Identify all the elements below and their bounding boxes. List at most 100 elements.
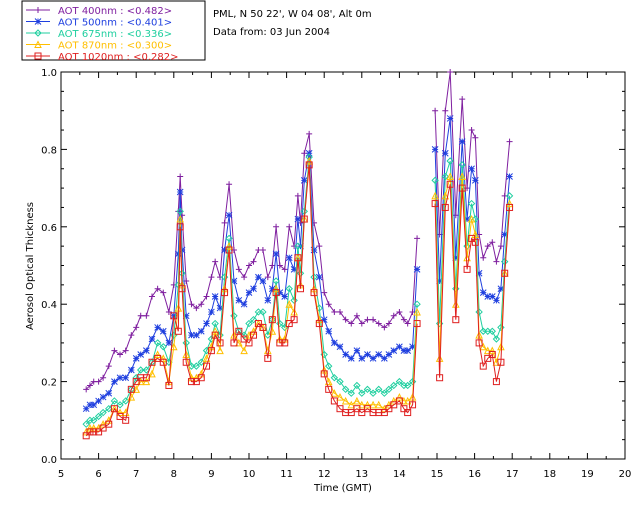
data-point — [471, 238, 479, 246]
data-point — [272, 277, 280, 285]
data-point — [330, 389, 339, 397]
data-point — [347, 409, 355, 417]
data-point — [122, 347, 129, 354]
data-point — [276, 262, 283, 269]
data-point — [396, 343, 403, 351]
x-tick-label: 9 — [208, 469, 214, 480]
plot-frame — [60, 71, 626, 460]
data-point — [483, 346, 492, 355]
data-point — [105, 420, 113, 428]
data-point — [188, 301, 195, 308]
data-point — [159, 327, 167, 335]
data-point — [281, 339, 289, 347]
y-tick-label: 0.4 — [41, 300, 57, 311]
data-point — [211, 293, 219, 300]
data-point — [259, 323, 267, 331]
data-point — [385, 385, 393, 394]
data-point — [353, 396, 361, 405]
data-point — [471, 230, 480, 239]
legend-item-5: AOT 1020nm : <0.282> — [26, 52, 178, 63]
legend: AOT 400nm : <0.482>AOT 500nm : <0.401>AO… — [26, 6, 178, 63]
data-point — [86, 401, 94, 409]
x-tick-label: 10 — [243, 469, 256, 480]
data-point — [348, 320, 355, 327]
data-point — [305, 156, 313, 165]
data-point — [95, 428, 103, 436]
legend-item-3: AOT 675nm : <0.336> — [26, 29, 172, 40]
data-point — [142, 374, 150, 382]
data-point — [395, 392, 404, 401]
data-point — [396, 308, 403, 315]
data-point — [116, 374, 124, 382]
data-point — [264, 296, 272, 304]
data-point — [375, 351, 383, 358]
data-point — [353, 347, 361, 354]
data-point — [230, 277, 238, 285]
data-point — [290, 266, 298, 273]
data-point — [259, 308, 267, 316]
data-point — [458, 172, 467, 180]
data-point — [363, 405, 371, 413]
data-point — [187, 378, 195, 386]
data-point — [182, 358, 190, 366]
data-point — [447, 69, 454, 75]
data-point — [501, 231, 509, 238]
data-point — [431, 191, 439, 200]
data-point — [188, 331, 195, 339]
data-point — [285, 320, 293, 328]
data-point — [281, 266, 288, 273]
data-point — [86, 423, 94, 432]
data-point — [281, 293, 289, 300]
data-point — [221, 246, 228, 254]
data-point — [182, 312, 190, 320]
data-point — [336, 377, 344, 386]
data-point — [347, 355, 355, 362]
data-point — [358, 355, 366, 362]
data-point — [468, 127, 475, 134]
data-point — [182, 339, 190, 347]
data-point — [497, 358, 505, 366]
y-tick-label: 0.2 — [41, 378, 57, 389]
data-point — [320, 370, 328, 378]
data-point — [142, 377, 151, 386]
data-point — [264, 274, 271, 281]
data-point — [90, 416, 98, 425]
x-tick-label: 7 — [133, 469, 139, 480]
data-point — [268, 285, 276, 293]
data-point — [458, 184, 466, 192]
data-point — [315, 320, 323, 328]
data-point — [325, 301, 332, 308]
data-point — [245, 339, 253, 347]
data-point — [86, 382, 93, 389]
data-point — [165, 339, 173, 347]
data-point — [341, 396, 350, 405]
data-point — [409, 401, 417, 409]
data-point — [497, 243, 504, 250]
legend-label: AOT 675nm : <0.336> — [58, 29, 172, 40]
data-point — [459, 96, 466, 103]
data-point — [34, 52, 42, 60]
data-point — [276, 339, 284, 347]
data-point — [446, 115, 454, 122]
data-point — [207, 347, 215, 355]
series-line — [85, 164, 511, 437]
data-point — [395, 377, 404, 386]
data-point — [409, 343, 416, 351]
data-point — [294, 254, 302, 262]
data-point — [294, 192, 301, 199]
data-point — [488, 293, 496, 300]
data-point — [170, 312, 178, 320]
data-point — [154, 285, 161, 292]
data-point — [90, 401, 98, 409]
data-point — [493, 296, 500, 304]
data-point — [484, 293, 492, 300]
data-point — [467, 199, 476, 208]
data-point — [127, 385, 135, 393]
data-point — [216, 304, 224, 312]
x-tick-label: 11 — [280, 469, 293, 480]
data-point — [395, 397, 403, 405]
data-point — [122, 374, 130, 382]
legend-label: AOT 870nm : <0.300> — [58, 41, 172, 52]
data-point — [268, 316, 276, 324]
data-point — [154, 324, 161, 331]
